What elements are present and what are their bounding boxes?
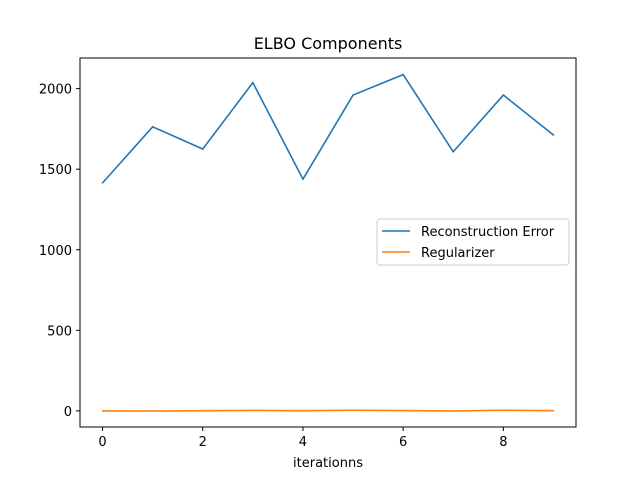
axes-frame	[79, 57, 577, 428]
data-point	[402, 73, 404, 76]
y-tick-label: 500	[47, 324, 72, 339]
data-point	[151, 126, 154, 128]
series-line-regularizer	[102, 409, 554, 412]
plot-area	[101, 73, 555, 412]
data-point	[201, 148, 204, 150]
y-tick-label: 1500	[39, 163, 72, 178]
data-point	[552, 134, 555, 136]
data-point	[302, 178, 304, 180]
x-tick-label: 8	[499, 435, 507, 450]
legend-box	[376, 218, 570, 266]
data-point	[201, 409, 204, 412]
data-point	[502, 409, 505, 412]
data-point	[452, 410, 455, 412]
data-point	[452, 150, 455, 153]
legend-entry: Regularizer	[421, 246, 495, 261]
series-line-reconstruction-error	[101, 73, 554, 184]
legend-entry: Reconstruction Error	[421, 225, 555, 240]
x-axis-label: iterationns	[293, 456, 363, 471]
data-point	[101, 182, 104, 184]
x-axis: 0 2 4 6 8	[98, 427, 507, 450]
data-point	[352, 94, 354, 96]
y-tick-label: 2000	[39, 83, 72, 98]
data-point	[252, 81, 254, 84]
data-point	[402, 409, 404, 412]
y-tick-label: 0	[64, 405, 72, 420]
y-tick-label: 1000	[39, 244, 72, 259]
x-tick-label: 6	[399, 435, 407, 450]
y-axis: 0 500 1000 1500 2000	[39, 83, 80, 420]
legend: Reconstruction Error Regularizer	[376, 218, 570, 266]
data-point	[502, 94, 505, 96]
x-tick-label: 4	[299, 435, 307, 450]
data-point	[552, 409, 555, 412]
data-point	[101, 410, 104, 412]
x-tick-label: 0	[98, 435, 106, 450]
data-point	[252, 409, 254, 412]
data-point	[151, 410, 154, 412]
x-tick-label: 2	[199, 435, 207, 450]
data-point	[352, 409, 354, 412]
chart-title: ELBO Components	[254, 34, 403, 53]
data-point	[302, 409, 304, 412]
